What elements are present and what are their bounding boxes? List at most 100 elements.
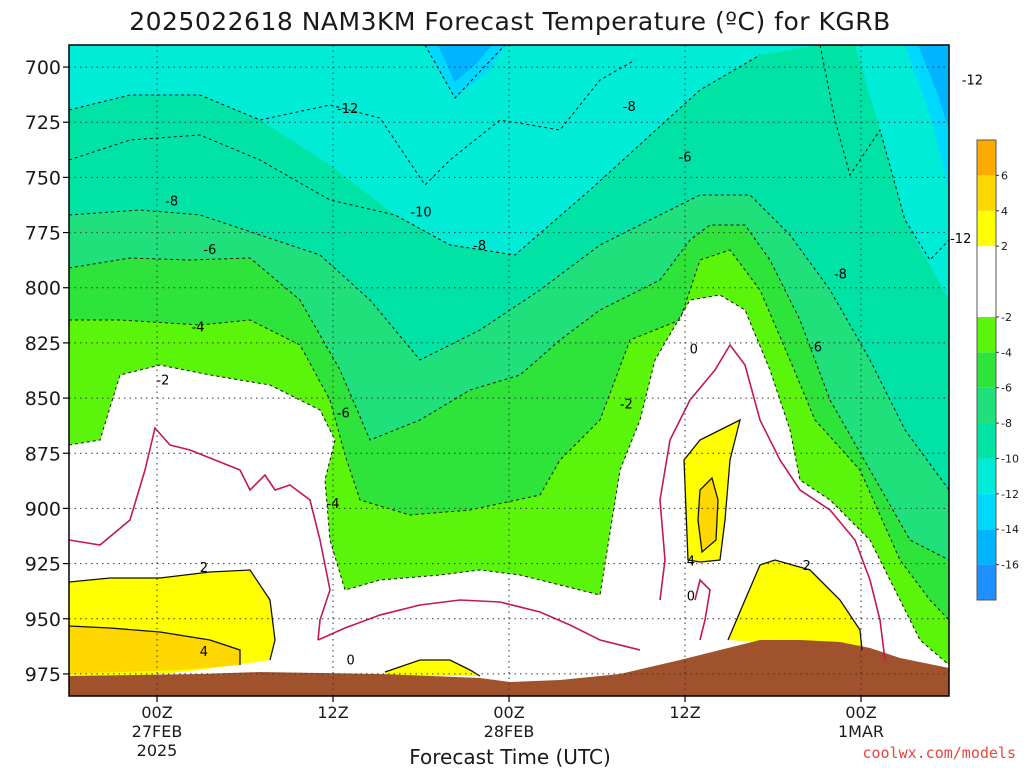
x-tick-label: 12Z bbox=[317, 703, 348, 722]
y-tick-label: 825 bbox=[25, 333, 61, 355]
y-tick-label: 875 bbox=[25, 443, 61, 465]
contour-label: -6 bbox=[809, 340, 822, 355]
band-2-right-lower bbox=[728, 560, 862, 650]
colorbar-label: -6 bbox=[1001, 382, 1012, 395]
band-minus4-bay bbox=[330, 455, 540, 545]
contour-label: 4 bbox=[687, 554, 695, 569]
terrain bbox=[69, 640, 949, 696]
x-tick-label: 27FEB bbox=[132, 722, 183, 741]
colorbar-swatch bbox=[977, 387, 996, 424]
contour-2-right-lower bbox=[727, 559, 863, 651]
contour-minus12-b bbox=[819, 45, 949, 261]
x-tick-label: 28FEB bbox=[484, 722, 535, 741]
band-minus16-right bbox=[918, 45, 949, 130]
colorbar-swatch bbox=[977, 493, 996, 530]
contour-label-layer: -12 -8 -6 -4 -2 -10 -8 -6 -4 -8 -6 -2 0 4 0 2 2 4 0 -8 -6 -12… bbox=[156, 73, 983, 668]
contour-label: -12 bbox=[962, 73, 983, 88]
contour-4-left bbox=[69, 625, 241, 665]
colorbar-label: -16 bbox=[1001, 559, 1019, 572]
y-tick-label: 900 bbox=[25, 498, 61, 520]
colorbar-label: -2 bbox=[1001, 311, 1012, 324]
band-4-right bbox=[698, 478, 718, 552]
colorbar-frame bbox=[976, 139, 997, 601]
contour-2-left bbox=[69, 569, 276, 661]
y-tick-label: 725 bbox=[25, 112, 61, 134]
y-tick-label: 775 bbox=[25, 223, 61, 245]
contour-label: -6 bbox=[337, 407, 350, 422]
contour-label: 2 bbox=[200, 561, 208, 576]
contour-label: -8 bbox=[165, 195, 178, 210]
x-tick-label: 1MAR bbox=[838, 722, 884, 741]
colorbar-swatch bbox=[977, 140, 996, 176]
contour-label: -2 bbox=[156, 373, 169, 388]
x-tick-label: 00Z bbox=[493, 703, 524, 722]
colorbar-swatch bbox=[977, 458, 996, 494]
x-tick-label: 2025 bbox=[137, 741, 178, 760]
contour-label: -4 bbox=[192, 320, 205, 335]
contour-label: -8 bbox=[623, 100, 636, 115]
colorbar-label: 4 bbox=[1001, 205, 1008, 218]
colorbar-label: -10 bbox=[1001, 452, 1019, 465]
contour-label: 2 bbox=[803, 559, 811, 574]
contour-label: -12 bbox=[337, 102, 358, 117]
y-tick-label: 700 bbox=[25, 57, 61, 79]
contour-label: 0 bbox=[687, 590, 695, 605]
contour-label: -10 bbox=[410, 206, 431, 221]
y-axis: 700 725 750 775 800 825 850 875 900 925 950 975 bbox=[25, 57, 69, 686]
x-tick-label: 00Z bbox=[845, 703, 876, 722]
colorbar-label: 6 bbox=[1001, 169, 1008, 182]
colorbar-label: 2 bbox=[1001, 240, 1008, 253]
y-tick-label: 950 bbox=[25, 609, 61, 631]
contour-minus10-a bbox=[69, 54, 761, 256]
colorbar-swatch bbox=[977, 529, 996, 565]
credit-text: coolwx.com/models bbox=[862, 744, 1016, 762]
contour-2-center bbox=[384, 659, 481, 677]
contour-label: -4 bbox=[327, 497, 340, 512]
colorbar-swatch bbox=[977, 175, 996, 211]
chart-title: 2025022618 NAM3KM Forecast Temperature (… bbox=[129, 7, 891, 36]
colorbar: 6 4 2 -2 -4 -6 -8 -10 -12 -14 -16 bbox=[976, 139, 1019, 601]
band-zero bbox=[69, 295, 949, 696]
colorbar-swatch bbox=[977, 564, 996, 600]
contour-lines bbox=[69, 45, 949, 666]
colorbar-swatch bbox=[977, 210, 996, 247]
x-axis-label: Forecast Time (UTC) bbox=[409, 745, 611, 768]
colorbar-swatch bbox=[977, 423, 996, 459]
contour-0-left bbox=[69, 426, 331, 641]
y-tick-label: 750 bbox=[25, 167, 61, 189]
contour-2-right-upper bbox=[683, 418, 741, 563]
colorbar-label: -4 bbox=[1001, 346, 1012, 359]
colorbar-swatch bbox=[977, 352, 996, 388]
y-tick-label: 800 bbox=[25, 278, 61, 300]
contour-label: 4 bbox=[200, 645, 208, 660]
colorbar-label: -8 bbox=[1001, 417, 1012, 430]
freezing-contours bbox=[69, 343, 886, 661]
band-minus16 bbox=[438, 45, 492, 82]
contour-0-right bbox=[659, 343, 886, 661]
positive-contours bbox=[69, 418, 863, 677]
contour-label: -12 bbox=[950, 232, 971, 247]
contour-4-right bbox=[697, 476, 719, 554]
colorbar-swatch bbox=[977, 316, 996, 353]
y-tick-label: 925 bbox=[25, 554, 61, 576]
contour-label: -6 bbox=[203, 243, 216, 258]
grid bbox=[69, 45, 949, 696]
contour-minus12-a bbox=[69, 59, 636, 186]
colorbar-label: -12 bbox=[1001, 488, 1019, 501]
contour-label: -8 bbox=[473, 239, 486, 254]
contour-0-bottom bbox=[317, 599, 641, 651]
colorbar-swatch bbox=[977, 246, 996, 317]
contour-minus14-a bbox=[424, 45, 506, 99]
contour-label: 0 bbox=[690, 343, 698, 358]
y-tick-label: 975 bbox=[25, 664, 61, 686]
colorbar-label: -14 bbox=[1001, 523, 1019, 536]
x-tick-label: 00Z bbox=[141, 703, 172, 722]
contour-label: -2 bbox=[620, 398, 633, 413]
x-tick-label: 12Z bbox=[669, 703, 700, 722]
contour-minus4-a bbox=[69, 249, 949, 621]
contour-0-inner bbox=[694, 578, 711, 641]
contour-label: -6 bbox=[679, 151, 692, 166]
y-tick-label: 850 bbox=[25, 388, 61, 410]
